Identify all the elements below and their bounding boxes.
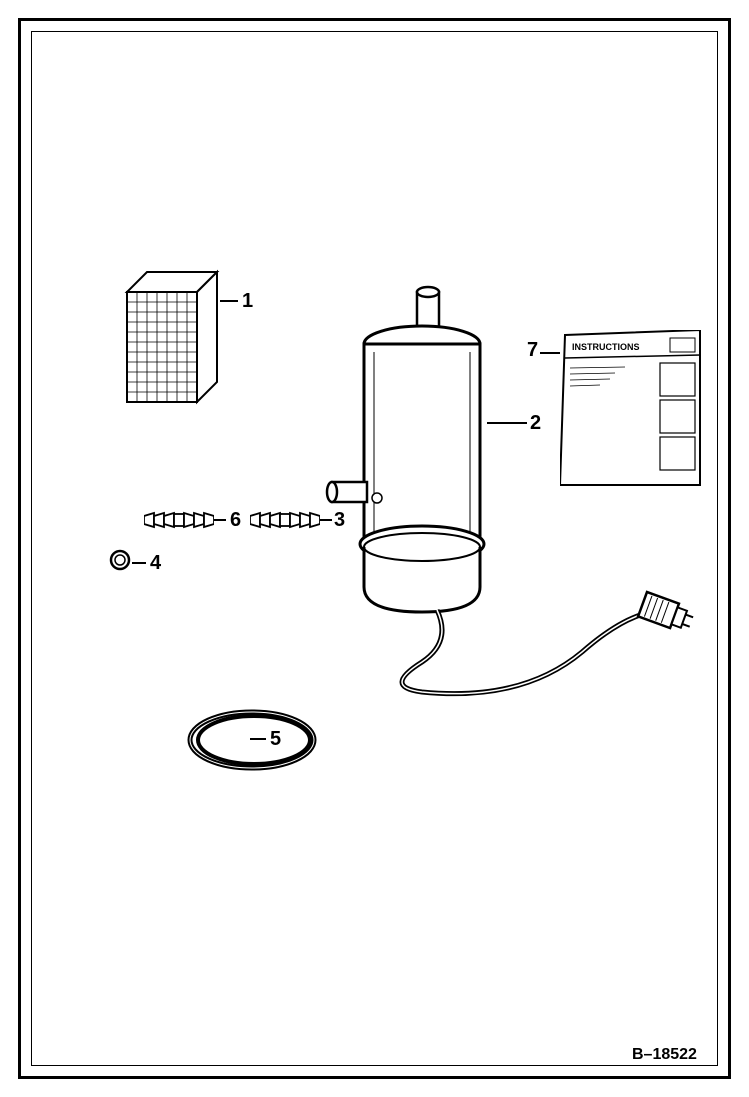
part-hose — [182, 700, 352, 780]
leader-1 — [220, 300, 238, 302]
part-fitting-6 — [144, 510, 214, 530]
leader-2 — [487, 422, 527, 424]
reference-id: B–18522 — [632, 1046, 697, 1064]
leader-7 — [540, 352, 560, 354]
inner-frame: 1 — [31, 31, 718, 1066]
outer-frame: 1 — [18, 18, 731, 1079]
callout-5: 5 — [270, 728, 281, 751]
callout-4: 4 — [150, 552, 161, 575]
callout-3: 3 — [334, 509, 345, 532]
part-clamp — [107, 547, 133, 573]
callout-1: 1 — [242, 290, 253, 313]
callout-7: 7 — [527, 339, 538, 362]
svg-text:INSTRUCTIONS: INSTRUCTIONS — [572, 342, 640, 352]
part-fitting-3 — [250, 510, 320, 530]
leader-4 — [132, 562, 146, 564]
callout-2: 2 — [530, 412, 541, 435]
callout-6: 6 — [230, 509, 241, 532]
part-box — [117, 262, 237, 412]
leader-3 — [320, 519, 332, 521]
callout-7-label: 7 — [527, 339, 538, 361]
leader-5 — [250, 738, 266, 740]
part-instruction-card: INSTRUCTIONS — [560, 330, 705, 490]
diagram-canvas: 1 — [32, 32, 717, 1065]
leader-6 — [214, 519, 226, 521]
page: 1 — [0, 0, 749, 1097]
